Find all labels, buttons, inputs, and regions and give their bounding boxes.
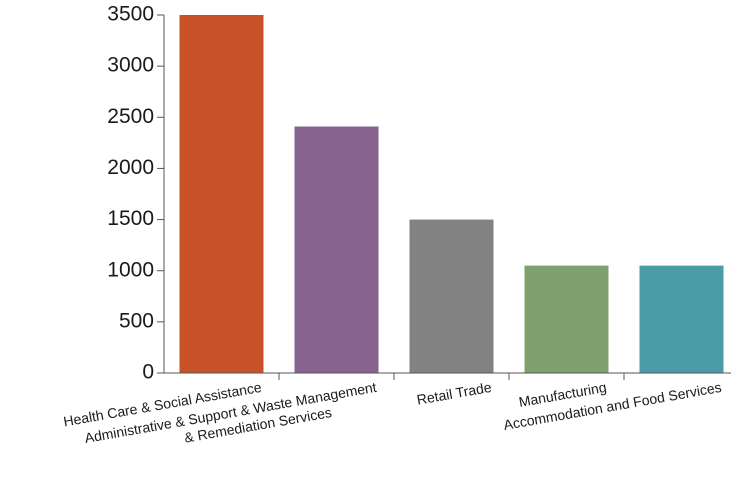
bar: [639, 265, 724, 373]
x-axis: Health Care & Social AssistanceAdministr…: [62, 372, 731, 446]
bar: [409, 219, 494, 373]
y-tick-label: 3000: [107, 54, 154, 77]
y-tick-label: 0: [142, 361, 154, 384]
bars: [179, 15, 724, 374]
y-tick-label: 500: [119, 309, 154, 332]
y-tick-label: 2000: [107, 156, 154, 179]
y-tick-label: 3500: [107, 3, 154, 26]
bar: [294, 126, 379, 374]
y-axis: 0 500 1000 1500 2000 2500 3000 3500: [107, 3, 165, 384]
bar: [179, 15, 264, 373]
y-tick-label: 2500: [107, 105, 154, 128]
x-tick-label: Retail Trade: [416, 379, 493, 408]
x-tick-label-line: Retail Trade: [416, 379, 493, 408]
y-tick-label: 1000: [107, 258, 154, 281]
y-tick-label: 1500: [107, 207, 154, 230]
bar: [524, 265, 609, 373]
